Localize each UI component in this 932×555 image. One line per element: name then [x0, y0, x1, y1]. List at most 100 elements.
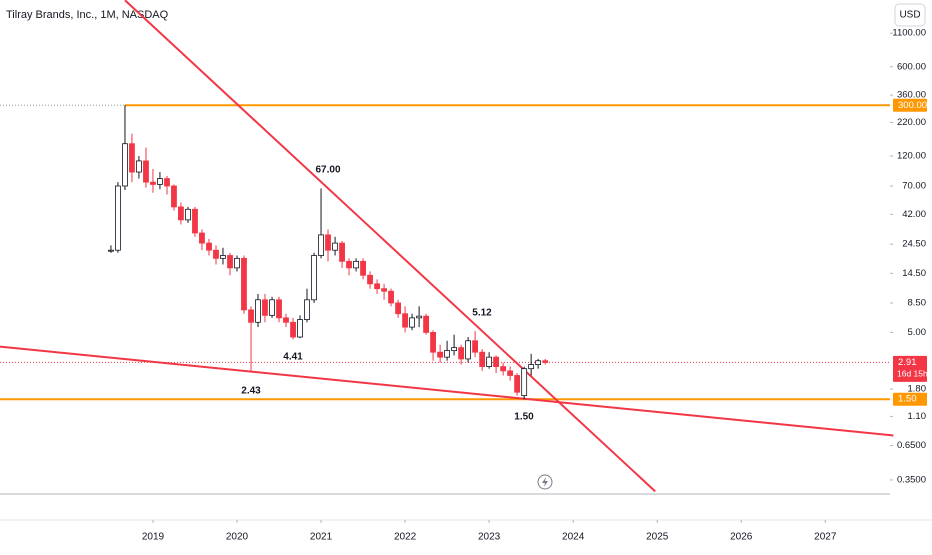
price-tag — [893, 98, 927, 112]
annotation: 4.41 — [283, 352, 303, 363]
candle-body — [388, 290, 394, 304]
y-tick-label: 24.50 — [902, 239, 926, 250]
y-tick-label: 0.6500 — [897, 440, 926, 451]
candle-body — [213, 249, 219, 259]
y-tick-label: 5.00 — [908, 327, 927, 338]
x-tick-label: 2024 — [562, 532, 585, 543]
candle-body — [332, 242, 338, 251]
candle-body — [178, 206, 184, 221]
price-tag-label: 2.91 — [898, 357, 917, 368]
x-tick-label: 2026 — [730, 532, 753, 543]
x-tick-label: 2019 — [142, 532, 165, 543]
candle-body — [325, 234, 331, 251]
candle-body — [220, 255, 226, 259]
candle-body — [535, 360, 542, 365]
candle-body — [416, 315, 423, 319]
candle-body — [479, 351, 486, 367]
x-tick-label: 2023 — [478, 532, 501, 543]
candle-body — [108, 249, 114, 252]
y-tick-label: 8.50 — [908, 297, 927, 308]
candle-body — [423, 315, 429, 333]
trendline — [124, 0, 656, 493]
y-tick-label: 70.00 — [902, 181, 926, 192]
y-tick-label: 120.00 — [897, 151, 926, 162]
candle-body — [115, 185, 121, 251]
candle-body — [199, 232, 205, 244]
y-tick-label: 1100.00 — [892, 28, 926, 39]
candle-body — [248, 309, 254, 323]
price-tag-label: 1.50 — [898, 394, 917, 405]
bolt — [542, 477, 548, 487]
candle-body — [185, 208, 191, 221]
y-tick-label: 1.10 — [908, 411, 927, 422]
candle-body — [346, 260, 352, 269]
y-tick-label: 220.00 — [897, 117, 926, 128]
candle-body — [507, 370, 514, 376]
y-tick-label: 360.00 — [897, 90, 926, 101]
y-tick-label: 1.80 — [908, 384, 927, 395]
candle-body — [136, 160, 142, 173]
candle-body — [472, 340, 478, 353]
candle-body — [129, 143, 135, 173]
candle-body — [143, 160, 149, 183]
y-tick-label: 0.3500 — [897, 474, 926, 485]
candle-body — [353, 260, 359, 269]
x-tick-label: 2020 — [226, 532, 249, 543]
candle-body — [514, 375, 521, 393]
candle-body — [262, 299, 268, 316]
candle-body — [227, 255, 233, 269]
candle-body — [381, 288, 387, 292]
y-tick-label: 14.50 — [902, 268, 926, 279]
annotation: 67.00 — [315, 165, 340, 176]
candle-body — [290, 321, 296, 338]
candle-body — [486, 356, 493, 367]
chart-title: Tilray Brands, Inc., 1M, NASDAQ — [6, 9, 169, 21]
candle-body — [150, 181, 156, 185]
trendline — [0, 345, 894, 437]
annotation: 5.12 — [472, 308, 492, 319]
annotation: 2.43 — [241, 386, 261, 397]
y-tick-label: 600.00 — [897, 61, 926, 72]
candle-body — [283, 317, 289, 323]
candle-body — [269, 299, 275, 316]
y-tick-label: 42.00 — [902, 209, 926, 220]
candle-body — [374, 283, 380, 290]
candle-body — [465, 340, 472, 360]
x-tick-label: 2025 — [646, 532, 669, 543]
candle-body — [542, 360, 549, 363]
candle-body — [444, 350, 451, 358]
candle-body — [458, 347, 465, 360]
candle-body — [402, 313, 408, 328]
candle-body — [521, 368, 528, 397]
candle-body — [255, 299, 261, 323]
price-tag — [893, 392, 927, 406]
candle-body — [206, 242, 212, 251]
price-tag-label: 300.00 — [898, 100, 927, 111]
candle-body — [360, 260, 366, 276]
candle-body — [297, 319, 303, 338]
candle-body — [311, 255, 317, 301]
candle-body — [164, 178, 170, 187]
candle-body — [493, 356, 499, 367]
x-tick-label: 2022 — [394, 532, 417, 543]
candle-body — [430, 332, 436, 353]
x-tick-label: 2021 — [310, 532, 333, 543]
candle-body — [339, 242, 345, 262]
candle-body — [395, 302, 402, 315]
candle-body — [451, 347, 457, 352]
candle-body — [276, 299, 282, 319]
price-tag — [893, 355, 927, 382]
candle-body — [500, 366, 507, 372]
currency[interactable]: USD — [899, 10, 920, 21]
candle-body — [234, 257, 240, 269]
price-tag-sub: 16d 15h — [897, 369, 928, 379]
candle-body — [171, 185, 177, 208]
candle-body — [528, 364, 535, 370]
candle-body — [304, 299, 310, 320]
candle-body — [318, 234, 324, 256]
x-tick-label: 2027 — [814, 532, 837, 543]
currency-button[interactable] — [894, 3, 926, 27]
candle-body — [192, 208, 198, 234]
candle-body — [157, 178, 163, 185]
candle-body — [241, 257, 247, 311]
